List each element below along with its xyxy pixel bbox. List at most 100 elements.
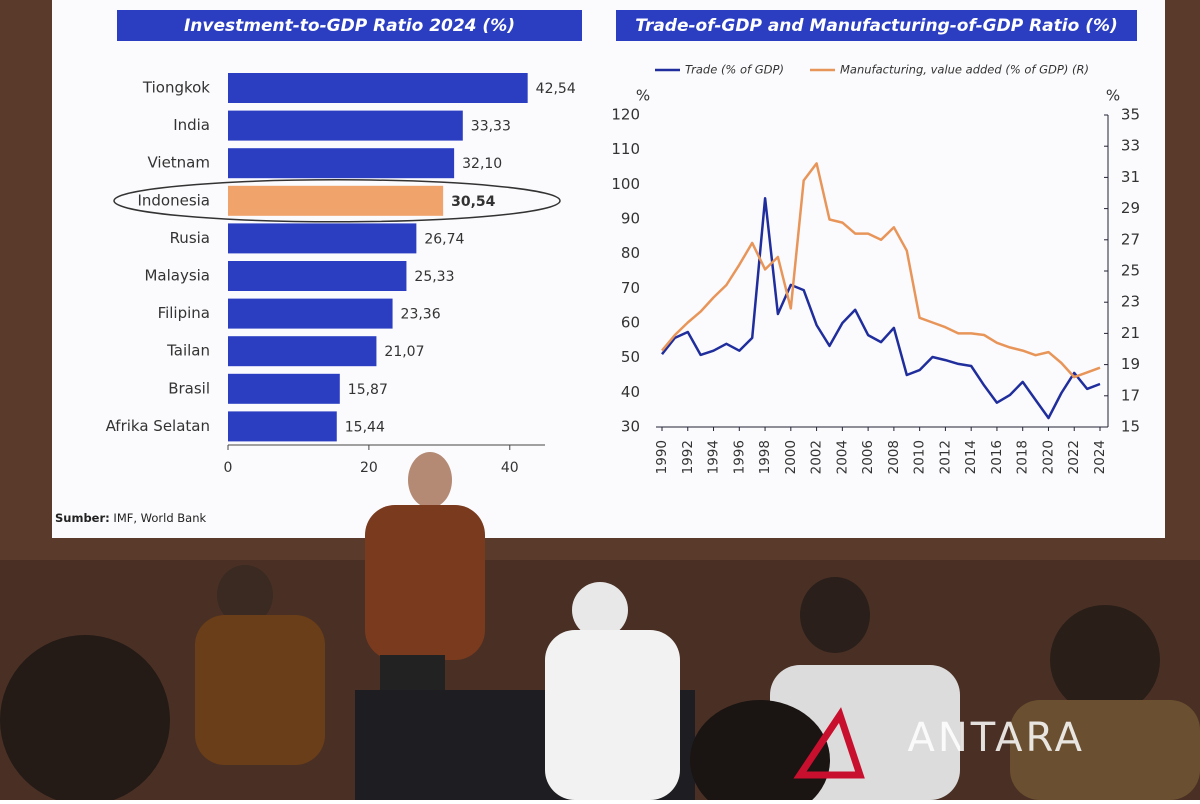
title-bar: [616, 10, 1137, 41]
bar: [228, 261, 407, 291]
y-tick-label: 110: [611, 140, 640, 158]
x-tick-label: 2002: [809, 440, 825, 474]
y2-tick-label: 17: [1121, 386, 1140, 404]
category-label: Afrika Selatan: [106, 417, 210, 435]
x-tick-label: 2024: [1092, 440, 1108, 474]
x-tick-label: 2020: [1040, 440, 1056, 474]
y2-tick-label: 35: [1121, 106, 1140, 124]
x-tick-label: 20: [360, 460, 378, 476]
value-label: 15,87: [348, 382, 388, 398]
presenter-head: [408, 452, 452, 508]
x-tick-label: 2022: [1066, 440, 1082, 474]
category-label: Brasil: [168, 379, 210, 397]
person: [195, 615, 325, 765]
x-tick-label: 1996: [731, 440, 747, 474]
bar: [228, 373, 340, 404]
chart-title: Trade-of-GDP and Manufacturing-of-GDP Ra…: [635, 16, 1118, 36]
source-text: IMF, World Bank: [113, 511, 206, 525]
person: [0, 635, 170, 804]
value-label: 23,36: [401, 307, 441, 323]
title-bar: [117, 10, 582, 41]
y2-tick-label: 31: [1121, 168, 1140, 186]
x-tick-label: 2016: [989, 440, 1005, 474]
y-tick-label: 90: [621, 210, 640, 228]
x-tick-label: 1992: [680, 440, 696, 474]
watermark: ANTARA: [907, 715, 1085, 761]
presenter-legs: [380, 655, 445, 695]
x-tick-label: 2004: [834, 440, 850, 474]
source: Sumber: IMF, World Bank: [55, 511, 206, 525]
legend-label: Trade (% of GDP): [685, 63, 784, 77]
value-label: 21,07: [384, 344, 424, 360]
y-tick-label: 100: [611, 175, 640, 193]
y-tick-label: 120: [611, 106, 640, 124]
x-tick-label: 40: [501, 460, 519, 476]
value-label: 32,10: [462, 156, 502, 172]
person: [1010, 700, 1200, 800]
category-label: Tailan: [166, 342, 210, 360]
category-label: Malaysia: [144, 267, 210, 285]
bar: [228, 411, 337, 442]
y2-tick-label: 29: [1121, 199, 1140, 217]
y-tick-label: 70: [621, 279, 640, 297]
x-tick-label: 2008: [886, 440, 902, 474]
category-label: Filipina: [158, 304, 210, 322]
category-label: Rusia: [170, 229, 210, 247]
x-tick-label: 2006: [860, 440, 876, 474]
y-tick-label: 80: [621, 244, 640, 262]
bar: [228, 148, 455, 179]
x-tick-label: 2000: [783, 440, 799, 474]
bar: [228, 73, 528, 103]
bar: [228, 298, 393, 329]
x-tick-label: 1994: [706, 440, 722, 474]
person: [545, 630, 680, 800]
value-label: 30,54: [451, 194, 496, 210]
y-tick-label: 40: [621, 383, 640, 401]
y-tick-label: 60: [621, 314, 640, 332]
value-label: 25,33: [414, 269, 454, 285]
y2-tick-label: 15: [1121, 418, 1140, 436]
y2-unit: %: [1106, 87, 1120, 105]
category-label: Indonesia: [137, 191, 210, 209]
category-label: India: [173, 116, 210, 134]
value-label: 42,54: [536, 81, 576, 97]
presenter-body: [365, 505, 485, 660]
person: [800, 577, 870, 653]
x-tick-label: 1990: [654, 440, 670, 474]
line-series: [661, 196, 1101, 420]
bar: [228, 185, 444, 216]
x-tick-label: 1998: [757, 440, 773, 474]
person: [1050, 605, 1160, 715]
bar: [228, 223, 417, 254]
y-unit: %: [636, 87, 650, 105]
y-tick-label: 50: [621, 348, 640, 366]
category-label: Tiongkok: [142, 79, 210, 97]
x-tick-label: 2018: [1015, 440, 1031, 474]
y2-tick-label: 33: [1121, 137, 1140, 155]
x-tick-label: 2012: [937, 440, 953, 474]
x-tick-label: 2014: [963, 440, 979, 474]
y2-tick-label: 23: [1121, 293, 1140, 311]
y-tick-label: 30: [621, 418, 640, 436]
value-label: 15,44: [345, 419, 385, 435]
highlight-ring: [113, 179, 561, 223]
y2-tick-label: 19: [1121, 355, 1140, 373]
value-label: 26,74: [424, 231, 464, 247]
charts: Investment-to-GDP Ratio 2024 (%) Tiongkok…: [106, 10, 1140, 476]
x-tick-label: 2010: [912, 440, 928, 474]
y2-tick-label: 27: [1121, 230, 1140, 248]
watermark-logo: [793, 707, 865, 779]
person: [217, 565, 273, 625]
person: [572, 582, 628, 638]
source-label: Sumber:: [55, 511, 110, 525]
bar: [228, 110, 463, 141]
bar: [228, 336, 377, 367]
legend-label: Manufacturing, value added (% of GDP) (R…: [840, 63, 1089, 77]
x-tick-label: 0: [224, 460, 233, 476]
category-label: Vietnam: [147, 154, 210, 172]
value-label: 33,33: [471, 119, 511, 135]
chart-title: Investment-to-GDP Ratio 2024 (%): [184, 16, 515, 36]
line-series: [661, 162, 1101, 379]
y2-tick-label: 25: [1121, 262, 1140, 280]
